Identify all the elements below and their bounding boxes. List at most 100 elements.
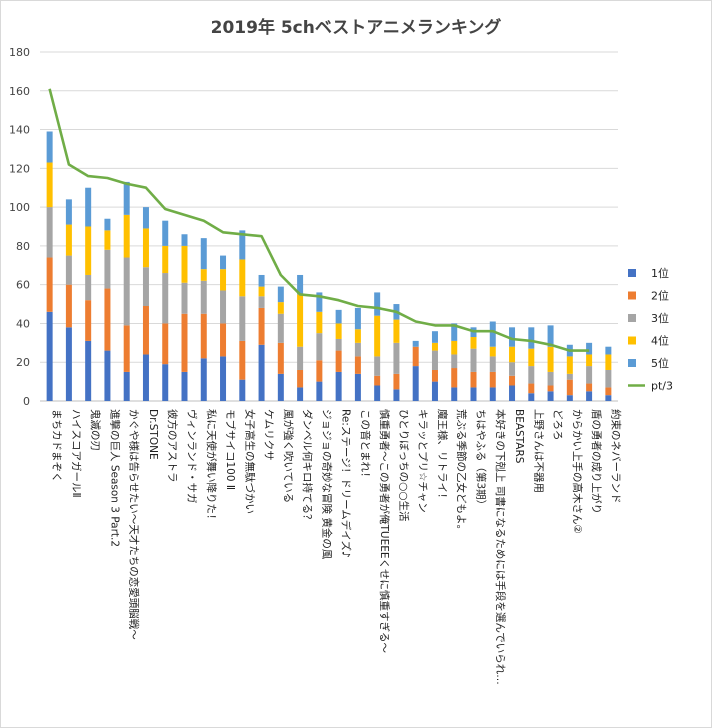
bar-segment xyxy=(528,383,535,394)
bar-segment xyxy=(142,305,149,355)
bar-segment xyxy=(470,387,477,401)
bar-segment xyxy=(605,354,612,370)
bar-segment xyxy=(586,354,593,367)
bar-segment xyxy=(605,346,612,355)
bar-segment xyxy=(142,228,149,268)
x-tick-label: ヴィンランド・サガ xyxy=(186,409,199,504)
x-tick-label: BEASTARS xyxy=(513,409,525,464)
legend-swatch xyxy=(628,314,636,322)
bar-segment xyxy=(393,319,400,343)
bar-segment xyxy=(566,356,573,374)
legend-swatch xyxy=(628,269,636,277)
bar-segment xyxy=(162,245,169,274)
bar-segment xyxy=(393,389,400,401)
bar-segment xyxy=(547,391,554,401)
bar-segment xyxy=(547,385,554,392)
bar-segment xyxy=(104,350,111,401)
legend-label: pt/3 xyxy=(651,380,673,393)
bar-segment xyxy=(528,366,535,384)
bar-segment xyxy=(200,358,207,401)
bar-segment xyxy=(489,356,496,372)
bar-segment xyxy=(65,224,72,256)
bar-segment xyxy=(85,340,92,401)
bar-segment xyxy=(374,385,381,401)
bar-segment xyxy=(258,296,265,308)
bar-segment xyxy=(335,371,342,401)
bar-segment xyxy=(142,207,149,229)
bar-segment xyxy=(104,218,111,231)
x-tick-label: Dr.STONE xyxy=(147,409,159,460)
bar-segment xyxy=(181,313,188,372)
x-tick-label: かぐや様は告らせたい～天才たちの恋愛頭脳戦～ xyxy=(128,409,141,640)
bar-segment xyxy=(239,296,246,341)
legend-swatch xyxy=(628,359,636,367)
bar-segment xyxy=(200,269,207,281)
bar-segment xyxy=(104,230,111,250)
bars xyxy=(46,131,612,401)
bar-segment xyxy=(297,274,304,295)
legend-label: 1位 xyxy=(651,266,669,280)
legend-label: 2位 xyxy=(651,289,669,303)
bar-segment xyxy=(200,313,207,359)
bar-segment xyxy=(258,307,265,345)
bar-segment xyxy=(104,249,111,289)
bar-segment xyxy=(162,220,169,246)
bar-segment xyxy=(181,234,188,246)
y-tick-label: 180 xyxy=(9,46,30,59)
bar-segment xyxy=(451,368,458,388)
x-tick-label: 進撃の巨人 Season 3 Part.2 xyxy=(108,409,121,547)
bar-segment xyxy=(46,207,53,258)
legend-label: 4位 xyxy=(651,334,669,348)
x-tick-label: どろろ xyxy=(552,409,564,441)
bar-segment xyxy=(258,344,265,401)
bar-segment xyxy=(451,340,458,355)
x-tick-label: 荒ぶる季節の乙女どもよ。 xyxy=(455,409,468,535)
bar-segment xyxy=(258,286,265,297)
x-tick-label: 本好きの下剋上 司書になるためには手段を選んでいられ… xyxy=(494,409,507,685)
gridlines xyxy=(40,51,618,402)
bar-segment xyxy=(335,323,342,339)
chart-title: 2019年 5chベストアニメランキング xyxy=(211,17,502,38)
bar-segment xyxy=(65,199,72,225)
bar-segment xyxy=(85,300,92,341)
y-tick-label: 40 xyxy=(16,317,30,330)
bar-segment xyxy=(431,342,438,351)
x-tick-label: まちカドまぞく xyxy=(51,409,63,483)
bar-segment xyxy=(85,187,92,227)
x-tick-label: 私に天使が舞い降りた！ xyxy=(205,409,218,525)
bar-segment xyxy=(335,338,342,351)
bar-segment xyxy=(316,311,323,334)
x-tick-label: ダンベル何キロ持てる？ xyxy=(301,409,314,525)
y-tick-label: 80 xyxy=(16,240,30,253)
bar-segment xyxy=(412,340,419,347)
x-tick-label: 女子高生の無駄づかい xyxy=(243,409,256,514)
y-tick-label: 20 xyxy=(16,356,30,369)
x-axis: まちカドまぞく ハイスコアガールⅡ 鬼滅の刃 進撃の巨人 Season 3 Part.… xyxy=(51,409,623,685)
bar-segment xyxy=(586,342,593,355)
x-tick-label: ケムリクサ xyxy=(263,409,275,461)
bar-segment xyxy=(605,395,612,401)
bar-segment xyxy=(354,373,361,401)
bar-segment xyxy=(528,393,535,401)
y-tick-label: 140 xyxy=(9,124,30,137)
bar-segment xyxy=(528,327,535,349)
bar-segment xyxy=(239,230,246,260)
bar-segment xyxy=(316,333,323,361)
bar-segment xyxy=(277,342,284,374)
bar-segment xyxy=(239,340,246,380)
bar-segment xyxy=(220,290,227,324)
x-tick-label: ジョジョの奇妙な冒険 黄金の風 xyxy=(320,409,333,560)
x-tick-label: ハイスコアガールⅡ xyxy=(70,409,82,498)
bar-segment xyxy=(509,346,516,363)
legend-swatch xyxy=(628,291,636,300)
bar-segment xyxy=(547,346,554,372)
bar-segment xyxy=(200,238,207,270)
bar-segment xyxy=(451,354,458,369)
x-tick-label: ちはやふる（第3期） xyxy=(475,409,488,510)
legend-swatch xyxy=(628,336,636,345)
bar-segment xyxy=(509,385,516,401)
y-axis: 0 20 40 60 80 100 120 140 160 180 xyxy=(9,46,30,408)
bar-segment xyxy=(489,346,496,357)
bar-segment xyxy=(85,226,92,275)
